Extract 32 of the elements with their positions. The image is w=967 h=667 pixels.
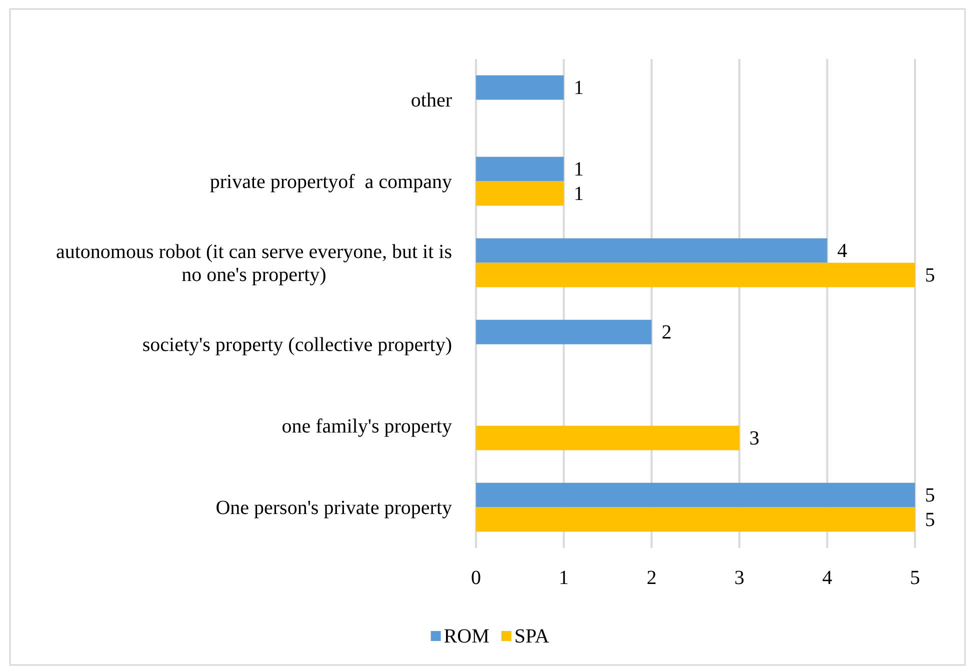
- bar: [476, 426, 740, 450]
- data-label: 4: [837, 240, 848, 262]
- y-tick-label: society's property (collective property): [142, 334, 452, 356]
- y-tick-label: other: [410, 89, 452, 112]
- x-tick-label: 2: [646, 567, 657, 589]
- legend-label: ROM: [444, 626, 490, 648]
- y-tick-label: one family's property: [282, 415, 452, 438]
- bar: [476, 238, 828, 263]
- x-tick-label: 3: [734, 567, 744, 589]
- data-label: 1: [574, 183, 584, 206]
- x-tick-label: 1: [558, 567, 569, 589]
- x-tick-label: 4: [822, 567, 832, 589]
- data-label: 1: [574, 158, 584, 181]
- data-label: 5: [925, 509, 935, 532]
- bar: [476, 482, 915, 508]
- bar: [476, 320, 652, 344]
- bar: [476, 156, 564, 182]
- data-label: 1: [574, 77, 584, 100]
- data-label: 5: [925, 264, 935, 287]
- data-label: 5: [925, 484, 935, 507]
- data-label: 2: [662, 322, 672, 344]
- x-tick-label: 0: [471, 567, 481, 589]
- bar: [476, 262, 915, 288]
- bar: [476, 181, 564, 206]
- legend-label: SPA: [514, 626, 550, 648]
- y-tick-label: private propertyof a company: [210, 170, 452, 193]
- y-tick-label: autonomous robot (it can serve everyone, but it is no one's property): [56, 240, 452, 286]
- x-tick-label: 5: [910, 567, 920, 589]
- data-label: 3: [749, 428, 760, 450]
- y-tick-label: One person's private property: [216, 496, 452, 519]
- bar: [476, 507, 915, 532]
- bar: [476, 75, 564, 100]
